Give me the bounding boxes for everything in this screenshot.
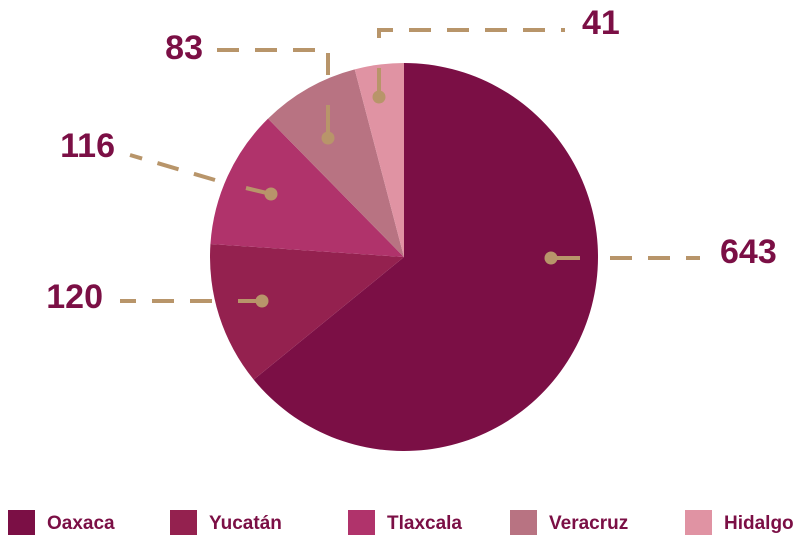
leader-dot [372, 90, 386, 104]
value-label: 83 [165, 29, 203, 67]
value-label: 116 [60, 127, 115, 165]
value-label: 643 [720, 233, 777, 271]
legend-swatch [348, 510, 375, 535]
pie-slice [354, 63, 404, 257]
leader-dot [321, 131, 335, 145]
legend-label: Veracruz [549, 513, 628, 534]
legend-swatch [8, 510, 35, 535]
value-label: 120 [46, 278, 103, 316]
legend-label: Tlaxcala [387, 513, 462, 534]
pie-slice [268, 69, 404, 258]
legend-swatch [685, 510, 712, 535]
leader-line [129, 153, 216, 182]
leader-line [377, 28, 565, 38]
legend-swatch [170, 510, 197, 535]
leader-dot [544, 251, 558, 265]
leader-dot [255, 294, 269, 308]
pie-slice [210, 243, 404, 380]
legend-label: Hidalgo [724, 513, 794, 534]
leader-dot [264, 187, 278, 201]
pie-slice [253, 63, 598, 452]
leader-line [215, 48, 330, 75]
value-label: 41 [582, 4, 620, 42]
pie-slice [210, 118, 404, 257]
legend-label: Yucatán [209, 513, 282, 534]
legend-label: Oaxaca [47, 513, 115, 534]
legend-swatch [510, 510, 537, 535]
